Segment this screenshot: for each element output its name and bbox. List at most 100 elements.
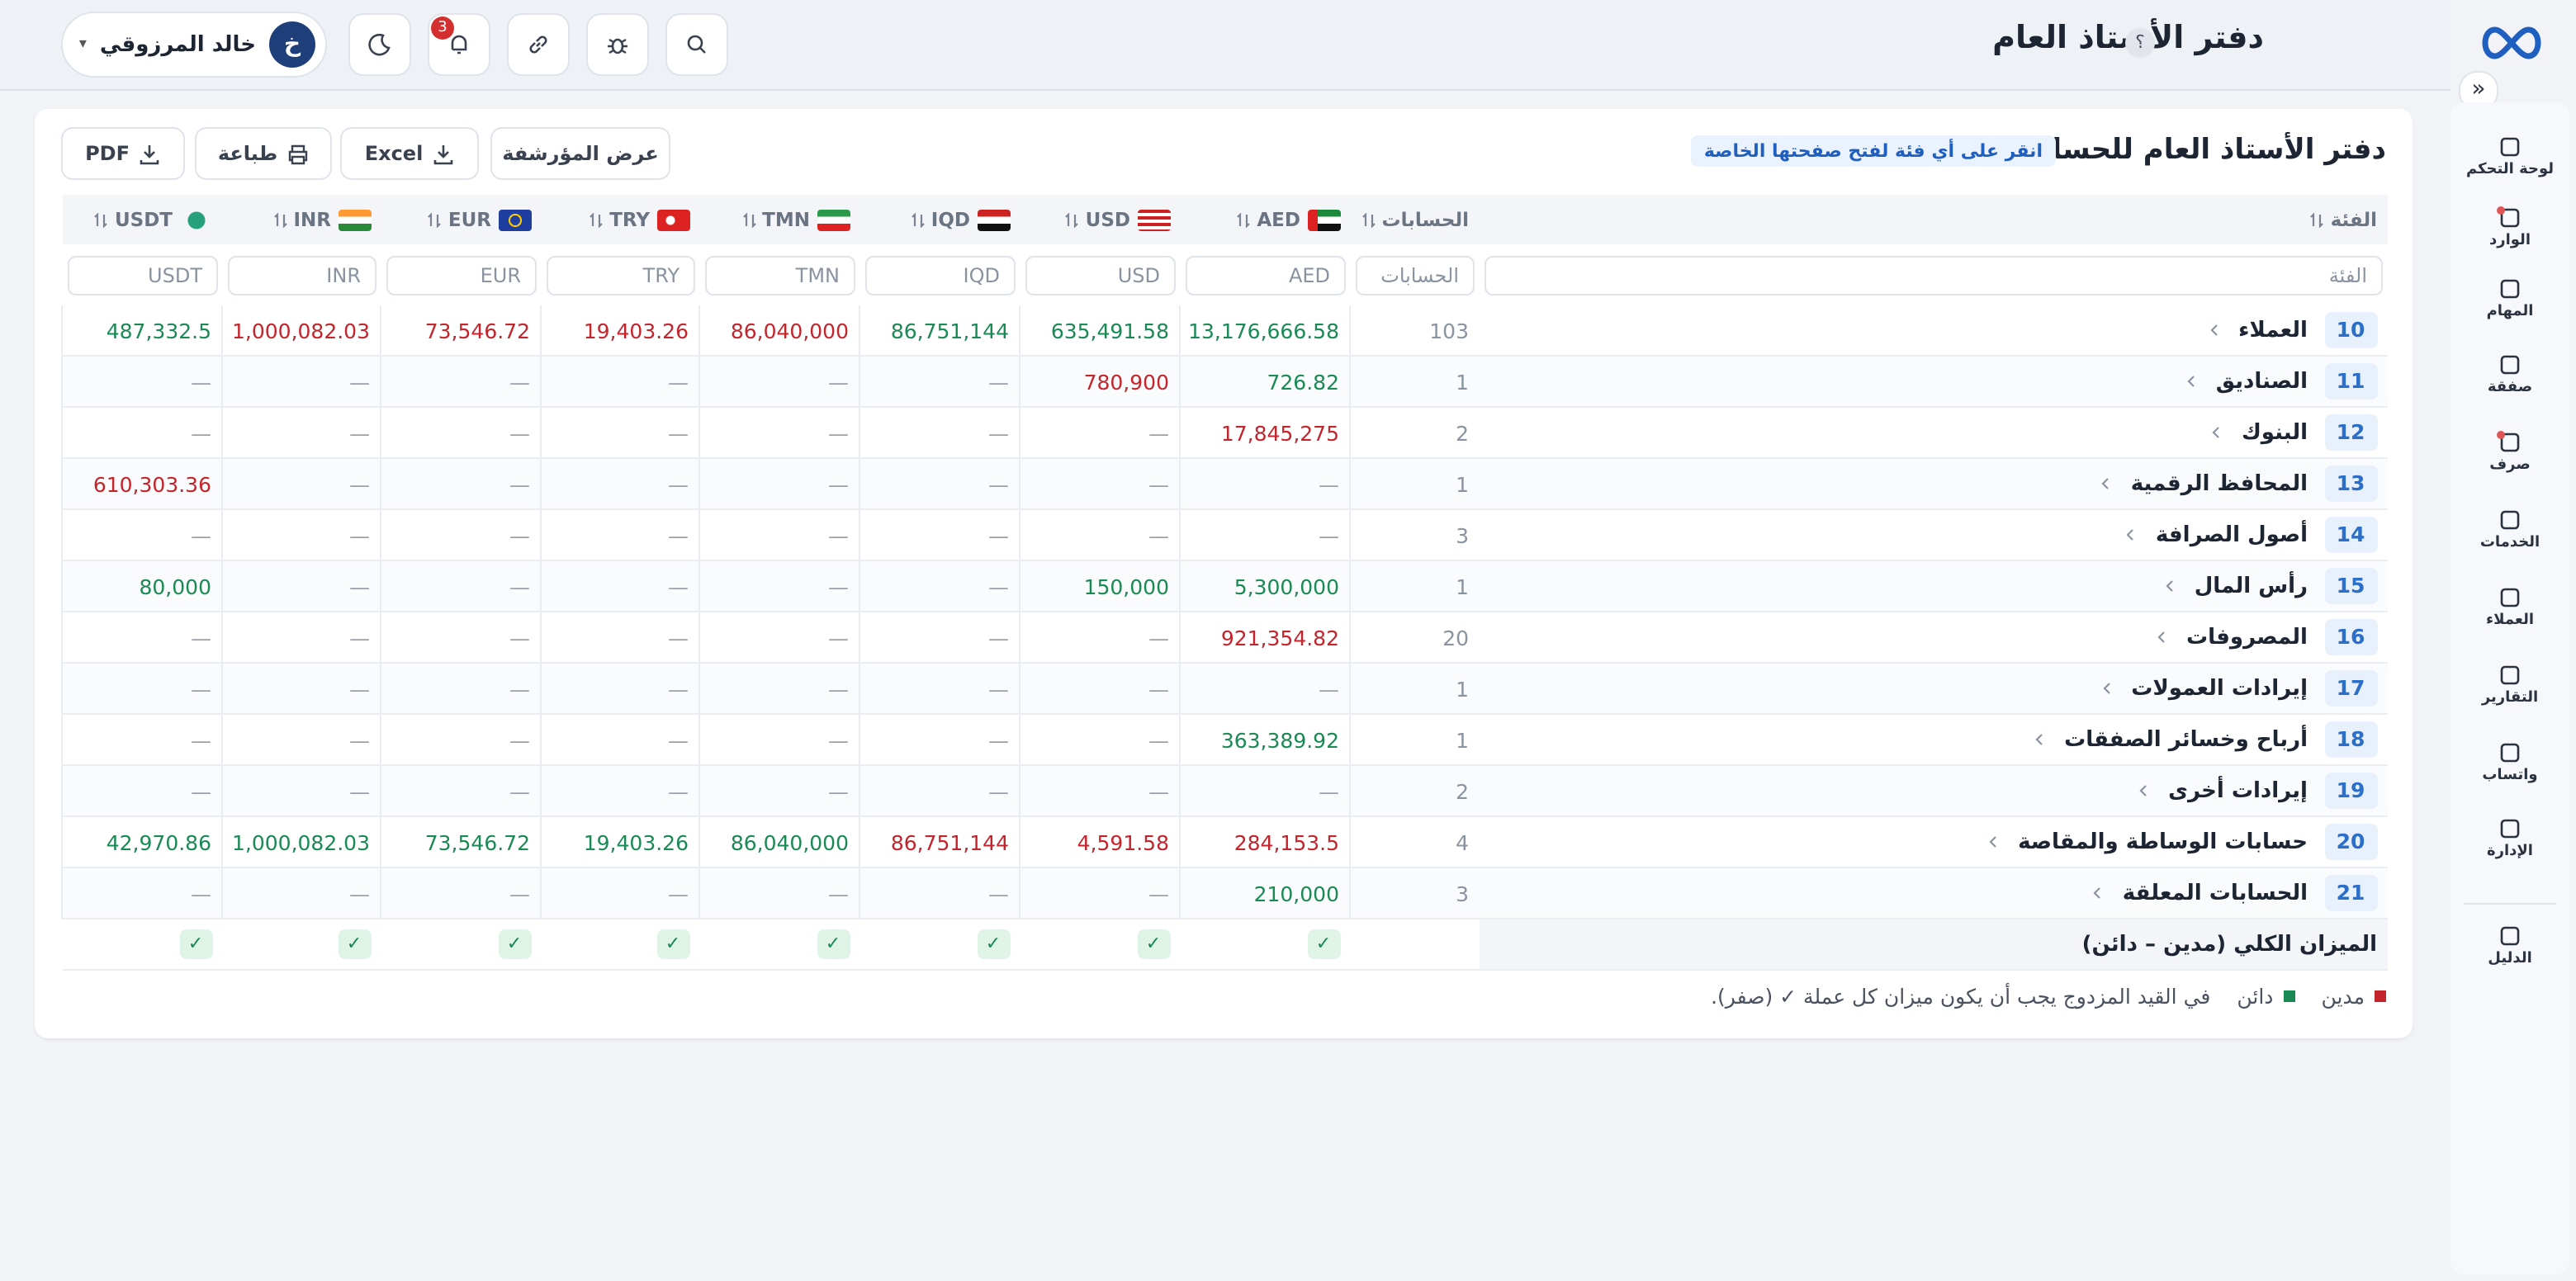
icon: [2101, 477, 2111, 490]
ledger-row[interactable]: 19 إيرادات أخرى 2— — — — — — — —: [61, 765, 2387, 817]
filter-input[interactable]: الفئة: [1484, 255, 2382, 295]
filter-input[interactable]: USDT: [67, 255, 217, 295]
balance-check: ✓: [656, 929, 689, 959]
ledger-row[interactable]: 11 الصناديق 1 726.82 780,900— — — — — —: [61, 356, 2387, 408]
accounts-count: 1: [1349, 714, 1479, 766]
amount-cell: —: [859, 356, 1020, 408]
toolbar-button[interactable]: طباعة: [195, 127, 332, 180]
ledger-row[interactable]: 12 البنوك 2 17,845,275— — — — — — —: [61, 407, 2387, 459]
column-header[interactable]: TRY: [541, 195, 699, 244]
user-menu[interactable]: خ خالد المرزوقي ▾: [61, 12, 327, 78]
button-label: PDF: [85, 142, 130, 165]
balance-cell: ✓: [1180, 918, 1350, 971]
amount-cell: —: [1179, 765, 1350, 817]
sidebar-label: الإدارة: [2487, 844, 2533, 860]
column-header[interactable]: الحسابات: [1350, 195, 1479, 244]
icon: [2165, 579, 2175, 593]
sidebar-item[interactable]: صفقة: [2451, 353, 2569, 419]
column-header[interactable]: INR: [222, 195, 381, 244]
sidebar-item[interactable]: العملاء: [2451, 586, 2569, 652]
notifications-button[interactable]: 3: [428, 13, 490, 76]
sidebar-label: المهام: [2486, 304, 2534, 320]
amount-cell: —: [1019, 407, 1180, 459]
icon: [912, 212, 925, 227]
filter-input[interactable]: EUR: [386, 255, 536, 295]
sidebar-item[interactable]: صرف: [2451, 431, 2569, 497]
filter-input[interactable]: الحسابات: [1355, 255, 1474, 295]
category: 19 إيرادات أخرى: [1489, 773, 2377, 809]
category: 18 أرباح وخسائر الصفقات: [1489, 721, 2377, 758]
column-header[interactable]: IQD: [859, 195, 1020, 244]
amount-cell: 1,000,082.03: [221, 305, 381, 357]
flag-icon: [656, 209, 689, 230]
amount-cell: 726.82: [1179, 356, 1350, 408]
sidebar-item[interactable]: واتساب: [2451, 741, 2569, 807]
accounts-count: 103: [1349, 305, 1479, 357]
logo[interactable]: [2477, 23, 2546, 63]
amount-cell: —: [1179, 458, 1350, 510]
amount-cell: —: [61, 612, 222, 664]
search-button[interactable]: [665, 13, 728, 76]
ledger-row[interactable]: 20 حسابات الوساطة والمقاصة 4 284,153.5 4,591…: [61, 816, 2387, 868]
ledger-row[interactable]: 15 رأس المال 1 5,300,000 150,000— — — — —80,000: [61, 560, 2387, 612]
column-header[interactable]: AED: [1180, 195, 1350, 244]
amount-cell: —: [540, 560, 699, 612]
header-content: USD: [1030, 208, 1170, 231]
category-code: 16: [2324, 619, 2377, 655]
filter-input[interactable]: USD: [1025, 255, 1175, 295]
amount-cell: 284,153.5: [1179, 816, 1350, 868]
ledger-row[interactable]: 21 الحسابات المعلقة 3 210,000— — — — — — —: [61, 867, 2387, 919]
sidebar-label: التقارير: [2481, 690, 2539, 707]
link-button[interactable]: [507, 13, 570, 76]
icon: [2101, 682, 2111, 695]
ledger-row[interactable]: 17 إيرادات العمولات 1— — — — — — — —: [61, 663, 2387, 715]
sidebar-item[interactable]: الدليل: [2451, 924, 2569, 990]
ledger-row[interactable]: 18 أرباح وخسائر الصفقات 1 363,389.92— — — — — — —: [61, 714, 2387, 766]
sidebar-label: صفقة: [2487, 380, 2533, 396]
amount-cell: —: [698, 867, 859, 919]
ledger-row[interactable]: 16 المصروفات 20 921,354.82— — — — — — —: [61, 612, 2387, 664]
sidebar-item[interactable]: التقارير: [2451, 664, 2569, 730]
amount-cell: —: [61, 867, 222, 919]
amount-cell: 42,970.86: [61, 816, 222, 868]
category-code: 18: [2324, 721, 2377, 758]
amount-cell: —: [540, 407, 699, 459]
accounts-count: 2: [1349, 407, 1479, 459]
filter-input[interactable]: TMN: [704, 255, 855, 295]
ledger-table: الفئة الحسابات AED USD IQD TMN TRY EUR INR USDT ال…: [61, 195, 2387, 971]
column-header[interactable]: الفئة: [1479, 195, 2387, 244]
column-header[interactable]: EUR: [381, 195, 541, 244]
column-header[interactable]: USDT: [62, 195, 222, 244]
icon: [2498, 664, 2522, 687]
sidebar-item[interactable]: لوحة التحكم: [2451, 135, 2569, 201]
help-button[interactable]: ؟: [2125, 28, 2155, 58]
icon: [2212, 426, 2222, 439]
ledger-row[interactable]: 13 المحافظ الرقمية 1— — — — — — —610,303.36: [61, 458, 2387, 510]
button-label: طباعة: [217, 142, 278, 165]
balance-check: ✓: [179, 929, 212, 959]
toolbar-button[interactable]: Excel: [340, 127, 479, 180]
sidebar-item[interactable]: المهام: [2451, 277, 2569, 343]
icon: [2498, 135, 2522, 158]
category-code: 13: [2324, 466, 2377, 502]
filter-input[interactable]: INR: [227, 255, 376, 295]
accounts-count: 3: [1349, 867, 1479, 919]
debug-button[interactable]: [586, 13, 649, 76]
theme-button[interactable]: [348, 13, 411, 76]
filter-cell: الحسابات: [1350, 244, 1479, 305]
column-header[interactable]: USD: [1020, 195, 1180, 244]
sidebar-item[interactable]: الخدمات: [2451, 508, 2569, 574]
toolbar-button[interactable]: عرض المؤرشفة: [490, 127, 670, 180]
amount-cell: —: [540, 509, 699, 561]
amount-cell: —: [221, 407, 381, 459]
filter-input[interactable]: IQD: [864, 255, 1015, 295]
header-content: AED: [1190, 208, 1340, 231]
filter-input[interactable]: AED: [1185, 255, 1345, 295]
filter-input[interactable]: TRY: [546, 255, 694, 295]
sidebar-item[interactable]: الوارد: [2451, 206, 2569, 272]
toolbar-button[interactable]: PDF: [61, 127, 185, 180]
column-header[interactable]: TMN: [699, 195, 859, 244]
ledger-row[interactable]: 14 أصول الصرافة 3— — — — — — — —: [61, 509, 2387, 561]
sidebar-item[interactable]: الإدارة: [2451, 817, 2569, 883]
ledger-row[interactable]: 10 العملاء 103 13,176,666.58 635,491.58 86,75…: [61, 305, 2387, 357]
